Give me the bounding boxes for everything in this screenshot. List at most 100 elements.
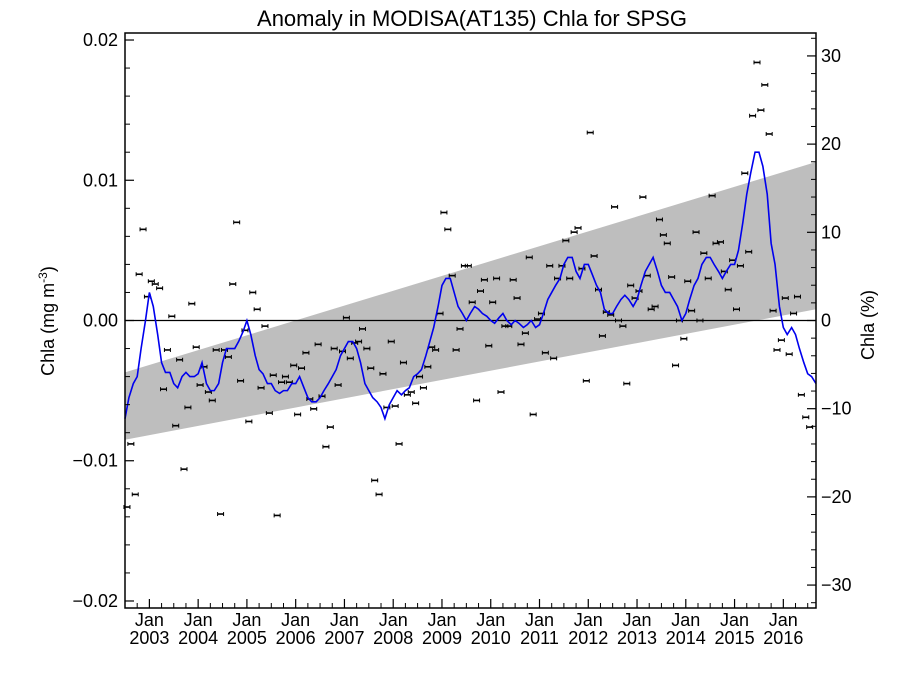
- data-point: [688, 308, 696, 313]
- data-point: [785, 352, 793, 357]
- x-tick-month: Jan: [525, 610, 554, 630]
- data-point: [761, 82, 769, 87]
- left-axis-label-close: ): [38, 266, 58, 272]
- data-point: [765, 131, 773, 136]
- smoothed-anomaly-line: [124, 151, 817, 422]
- data-point: [623, 381, 631, 386]
- x-tick-month: Jan: [184, 610, 213, 630]
- data-point: [379, 371, 387, 376]
- x-axis: Jan2003Jan2004Jan2005Jan2006Jan2007Jan20…: [124, 599, 809, 648]
- right-axis-label: Chla (%): [858, 290, 878, 360]
- chart-title: Anomaly in MODISA(AT135) Chla for SPSG: [257, 6, 687, 31]
- data-point: [562, 238, 570, 243]
- x-tick-month: Jan: [623, 610, 652, 630]
- data-point: [298, 366, 306, 371]
- data-point: [135, 272, 143, 277]
- data-point: [489, 300, 497, 305]
- x-tick-month: Jan: [232, 610, 261, 630]
- x-tick-month: Jan: [379, 610, 408, 630]
- data-point: [440, 210, 448, 215]
- left-tick-label: 0.00: [83, 311, 118, 331]
- data-point: [793, 294, 801, 299]
- x-tick-year: 2006: [276, 628, 316, 648]
- x-tick-month: Jan: [281, 610, 310, 630]
- data-point: [188, 301, 196, 306]
- data-point: [574, 225, 582, 230]
- data-point: [757, 108, 765, 113]
- data-point: [716, 239, 724, 244]
- x-tick-month: Jan: [135, 610, 164, 630]
- data-point: [212, 347, 220, 352]
- x-tick-year: 2012: [568, 628, 608, 648]
- data-point: [269, 373, 277, 378]
- right-tick-label: 0: [821, 311, 831, 331]
- data-point: [529, 412, 537, 417]
- data-point: [684, 279, 692, 284]
- data-point: [176, 357, 184, 362]
- x-tick-month: Jan: [671, 610, 700, 630]
- data-point: [769, 308, 777, 313]
- data-point: [180, 467, 188, 472]
- data-point: [131, 492, 139, 497]
- data-point: [704, 276, 712, 281]
- data-point: [156, 286, 164, 291]
- data-point: [265, 411, 273, 416]
- data-point: [375, 492, 383, 497]
- data-point: [346, 356, 354, 361]
- data-point: [168, 314, 176, 319]
- data-point: [749, 113, 757, 118]
- data-point: [237, 378, 245, 383]
- data-point: [647, 307, 655, 312]
- left-tick-label: 0.02: [83, 30, 118, 50]
- data-point: [696, 318, 704, 323]
- data-point: [257, 385, 265, 390]
- x-tick-year: 2005: [227, 628, 267, 648]
- data-point: [184, 405, 192, 410]
- data-point: [611, 204, 619, 209]
- data-point: [513, 296, 521, 301]
- x-tick-year: 2014: [666, 628, 706, 648]
- data-point: [371, 478, 379, 483]
- x-tick-month: Jan: [574, 610, 603, 630]
- data-point: [330, 346, 338, 351]
- data-point: [208, 398, 216, 403]
- data-point: [399, 360, 407, 365]
- data-point: [407, 390, 415, 395]
- left-axis-label-superscript: -3: [36, 272, 50, 283]
- x-tick-year: 2007: [324, 628, 364, 648]
- right-tick-label: 30: [821, 46, 841, 66]
- data-point: [444, 227, 452, 232]
- data-point: [485, 343, 493, 348]
- data-point: [160, 387, 168, 392]
- data-point: [517, 342, 525, 347]
- data-point: [781, 296, 789, 301]
- data-point: [497, 390, 505, 395]
- data-point: [192, 345, 200, 350]
- x-tick-month: Jan: [476, 610, 505, 630]
- data-point: [582, 378, 590, 383]
- left-tick-label: −0.01: [72, 451, 118, 471]
- data-point: [253, 307, 261, 312]
- data-point: [147, 279, 155, 284]
- data-point: [363, 346, 371, 351]
- data-point: [273, 513, 281, 518]
- data-point: [127, 441, 135, 446]
- data-point: [663, 241, 671, 246]
- x-tick-month: Jan: [769, 610, 798, 630]
- data-point: [448, 273, 456, 278]
- data-point: [655, 217, 663, 222]
- data-point: [586, 130, 594, 135]
- x-tick-year: 2010: [471, 628, 511, 648]
- data-point: [639, 195, 647, 200]
- data-point: [733, 307, 741, 312]
- data-point: [403, 392, 411, 397]
- x-tick-year: 2011: [520, 628, 559, 648]
- x-tick-year: 2008: [373, 628, 413, 648]
- data-point: [172, 423, 180, 428]
- data-point: [278, 380, 286, 385]
- data-point: [139, 227, 147, 232]
- data-point: [598, 333, 606, 338]
- data-point: [196, 383, 204, 388]
- data-point: [294, 412, 302, 417]
